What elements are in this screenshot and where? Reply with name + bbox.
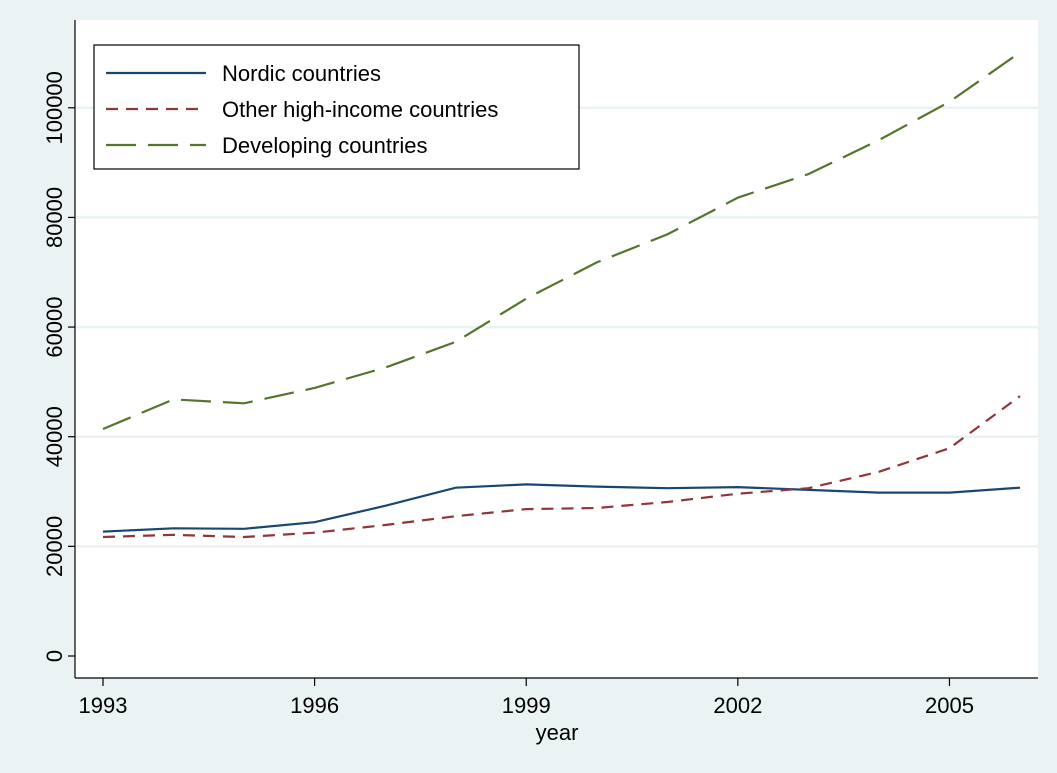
series-lines (102, 51, 1021, 539)
x-ticks: 1993 1996 1999 2002 2005 (79, 678, 974, 718)
axes (74, 20, 1038, 679)
legend-label: Other high-income countries (222, 97, 498, 122)
legend-box (93, 44, 580, 170)
x-tick-label: 1993 (79, 693, 128, 718)
y-tick-label: 80000 (42, 187, 67, 248)
series-line-2 (102, 395, 1021, 539)
x-axis-title: year (536, 720, 579, 745)
y-tick-label: 20000 (42, 516, 67, 577)
series-line-1 (102, 483, 1021, 533)
legend: Nordic countries Other high-income countr… (93, 44, 580, 170)
legend-items: Nordic countries Other high-income countr… (106, 61, 498, 158)
legend-label: Developing countries (222, 133, 427, 158)
y-tick-label: 0 (42, 650, 67, 662)
y-tick-label: 40000 (42, 406, 67, 467)
legend-label: Nordic countries (222, 61, 381, 86)
y-tick-label: 60000 (42, 296, 67, 357)
x-tick-label: 1999 (502, 693, 551, 718)
series-line-3 (102, 51, 1021, 431)
y-ticks: 0 20000 40000 60000 80000 100000 (42, 71, 75, 662)
x-tick-label: 2002 (713, 693, 762, 718)
x-tick-label: 2005 (925, 693, 974, 718)
x-tick-label: 1996 (290, 693, 339, 718)
y-tick-label: 100000 (42, 71, 67, 144)
